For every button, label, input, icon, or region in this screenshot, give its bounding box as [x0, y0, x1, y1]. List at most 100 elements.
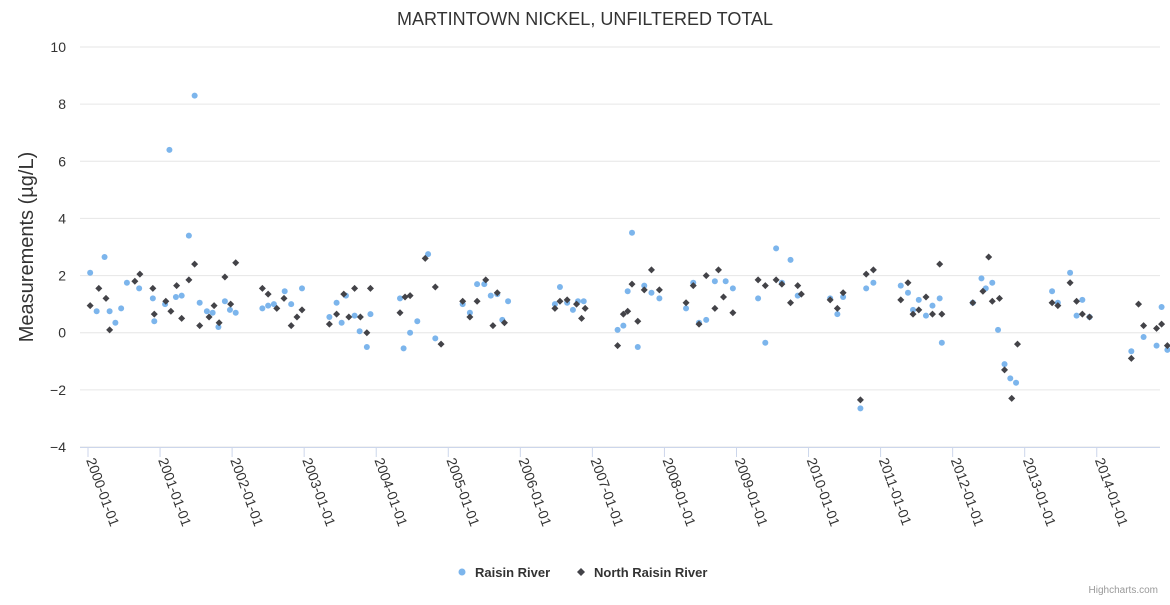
data-point[interactable]	[338, 319, 345, 326]
data-point[interactable]	[203, 308, 210, 315]
data-point[interactable]	[333, 310, 341, 318]
data-point[interactable]	[345, 313, 353, 321]
data-point[interactable]	[466, 313, 474, 321]
data-point[interactable]	[196, 322, 204, 330]
data-point[interactable]	[1140, 322, 1148, 330]
data-point[interactable]	[551, 304, 559, 312]
data-point[interactable]	[856, 396, 864, 404]
data-point[interactable]	[118, 305, 125, 312]
data-point[interactable]	[938, 339, 945, 346]
data-point[interactable]	[915, 306, 923, 314]
data-point[interactable]	[215, 324, 222, 330]
data-point[interactable]	[136, 285, 143, 292]
data-point[interactable]	[196, 299, 203, 306]
data-point[interactable]	[227, 300, 235, 308]
data-point[interactable]	[363, 344, 370, 350]
data-point[interactable]	[351, 312, 358, 319]
data-point[interactable]	[167, 307, 175, 315]
data-point[interactable]	[226, 306, 233, 313]
data-point[interactable]	[95, 284, 103, 292]
data-point[interactable]	[1066, 279, 1074, 287]
data-point[interactable]	[720, 293, 728, 301]
data-point[interactable]	[473, 297, 481, 305]
data-point[interactable]	[221, 273, 229, 281]
data-point[interactable]	[755, 295, 762, 302]
data-point[interactable]	[333, 299, 340, 306]
data-point[interactable]	[979, 287, 987, 295]
data-point[interactable]	[264, 290, 272, 298]
data-point[interactable]	[500, 319, 508, 327]
data-point[interactable]	[87, 269, 94, 276]
data-point[interactable]	[466, 309, 473, 316]
data-point[interactable]	[870, 279, 877, 286]
data-point[interactable]	[556, 284, 563, 290]
data-point[interactable]	[1153, 324, 1161, 332]
data-point[interactable]	[191, 260, 199, 268]
data-point[interactable]	[922, 312, 929, 319]
data-point[interactable]	[551, 301, 558, 308]
data-point[interactable]	[288, 301, 295, 308]
data-point[interactable]	[414, 318, 421, 325]
data-point[interactable]	[287, 322, 295, 330]
data-point[interactable]	[505, 298, 512, 305]
data-point[interactable]	[655, 286, 663, 294]
data-point[interactable]	[640, 286, 648, 294]
data-point[interactable]	[840, 294, 847, 300]
data-point[interactable]	[904, 289, 911, 296]
data-point[interactable]	[1001, 366, 1009, 374]
data-point[interactable]	[123, 279, 130, 286]
data-point[interactable]	[102, 294, 110, 302]
data-point[interactable]	[459, 297, 467, 305]
data-point[interactable]	[270, 301, 277, 308]
data-point[interactable]	[425, 251, 432, 258]
data-point[interactable]	[259, 305, 266, 312]
data-point[interactable]	[210, 302, 218, 310]
data-point[interactable]	[185, 232, 192, 239]
data-point[interactable]	[936, 260, 944, 268]
data-point[interactable]	[340, 290, 348, 298]
data-point[interactable]	[215, 319, 223, 327]
data-point[interactable]	[401, 293, 409, 301]
data-point[interactable]	[794, 282, 802, 290]
data-point[interactable]	[1128, 348, 1135, 355]
data-point[interactable]	[614, 326, 621, 333]
data-point[interactable]	[682, 299, 690, 307]
legend-item-raisin-river[interactable]: Raisin River	[458, 565, 551, 580]
data-point[interactable]	[988, 297, 996, 305]
data-point[interactable]	[209, 309, 216, 316]
data-point[interactable]	[869, 266, 877, 274]
data-point[interactable]	[489, 322, 497, 330]
data-point[interactable]	[1013, 340, 1021, 348]
data-point[interactable]	[325, 320, 333, 328]
data-point[interactable]	[573, 300, 581, 308]
data-point[interactable]	[580, 298, 587, 305]
data-point[interactable]	[431, 283, 439, 291]
data-point[interactable]	[366, 284, 374, 292]
data-point[interactable]	[363, 329, 371, 337]
data-point[interactable]	[178, 292, 185, 299]
data-point[interactable]	[265, 302, 272, 309]
data-point[interactable]	[1054, 302, 1062, 310]
data-point[interactable]	[162, 297, 170, 305]
data-point[interactable]	[1049, 288, 1056, 295]
data-point[interactable]	[703, 316, 710, 323]
data-point[interactable]	[922, 293, 930, 301]
chart-credit[interactable]: Highcharts.com	[1088, 585, 1158, 596]
data-point[interactable]	[904, 279, 912, 287]
data-point[interactable]	[722, 278, 729, 285]
data-point[interactable]	[936, 295, 943, 302]
data-point[interactable]	[578, 314, 586, 322]
data-point[interactable]	[624, 307, 632, 315]
data-point[interactable]	[93, 308, 100, 315]
data-point[interactable]	[106, 308, 113, 315]
data-point[interactable]	[563, 296, 571, 304]
data-point[interactable]	[634, 344, 641, 350]
data-point[interactable]	[915, 296, 922, 303]
data-point[interactable]	[985, 253, 993, 261]
data-point[interactable]	[151, 318, 158, 325]
data-point[interactable]	[761, 282, 769, 290]
data-point[interactable]	[797, 290, 805, 298]
data-point[interactable]	[1127, 354, 1135, 362]
data-point[interactable]	[1013, 379, 1020, 386]
data-point[interactable]	[396, 309, 404, 317]
